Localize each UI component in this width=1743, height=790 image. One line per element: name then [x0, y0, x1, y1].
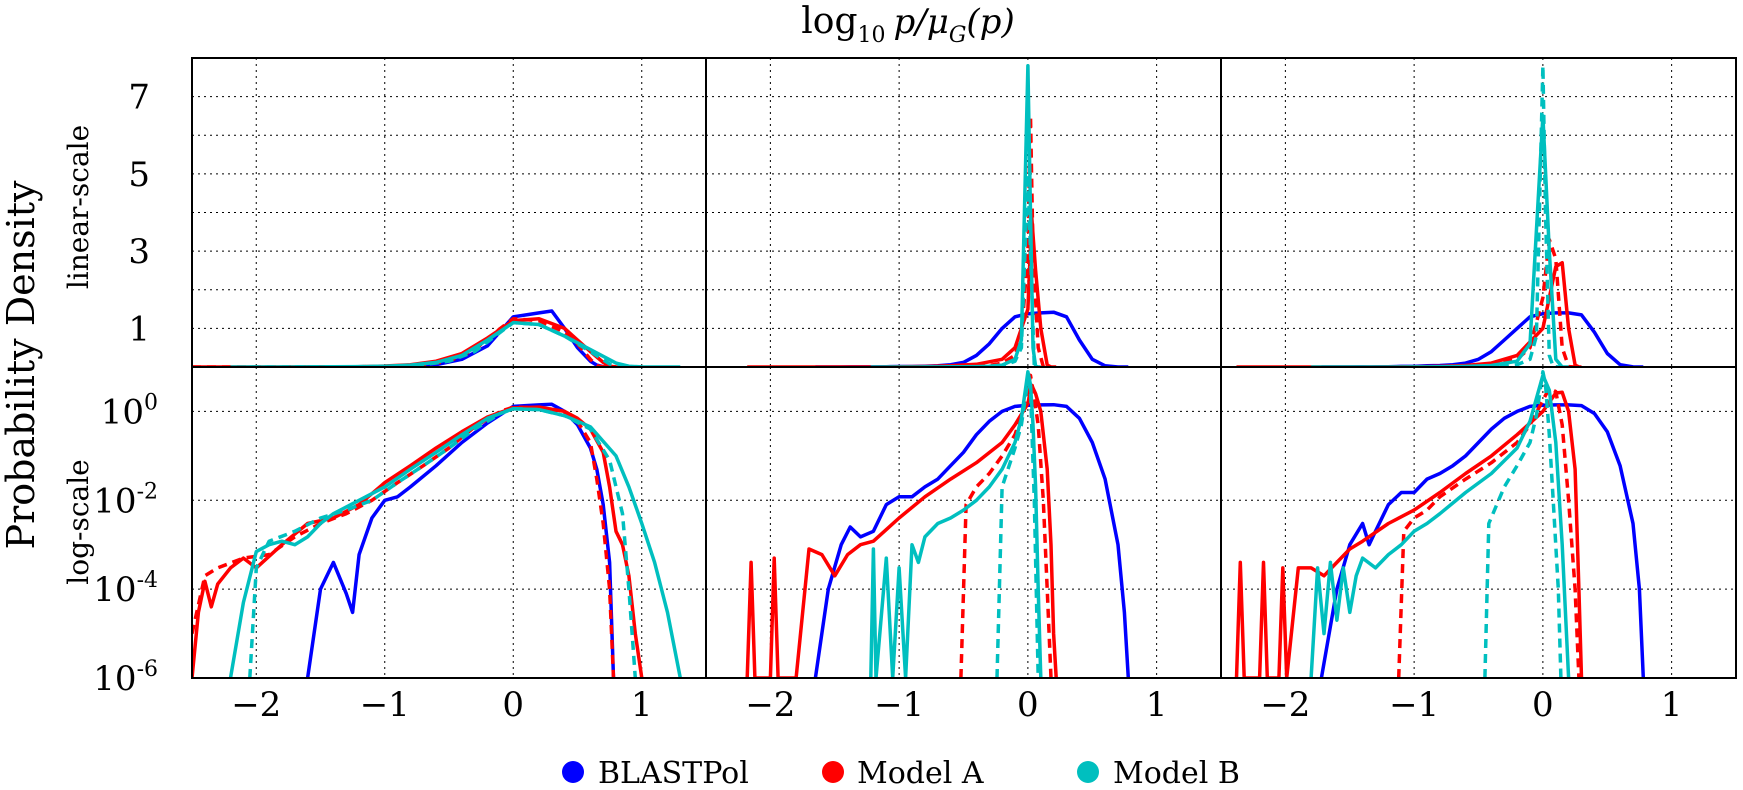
curve-linear-model-a-solid [1236, 260, 1582, 367]
curve-log-model-a-solid [192, 405, 644, 678]
curve-log-model-b-dashed [248, 406, 638, 678]
x-tick-label: −1 [1389, 685, 1439, 725]
y-tick-exponent: 0 [144, 390, 158, 415]
y-tick-base: 10 [93, 570, 136, 610]
x-tick-label: 1 [1661, 685, 1683, 725]
legend-label-model-a: Model A [857, 756, 984, 790]
y-tick-label-linear: 1 [128, 309, 150, 349]
legend: BLASTPol Model A Model B [562, 756, 1240, 790]
curve-linear-model-b-solid [870, 63, 1041, 367]
y-tick-base: 10 [101, 392, 144, 432]
curve-log-blastpol-solid [813, 402, 1131, 678]
x-tick-label: −1 [360, 685, 410, 725]
y-tick-label-linear: 3 [128, 232, 150, 272]
curve-log-model-b-dashed [995, 378, 1040, 678]
y-tick-label-log: 10-2 [93, 479, 158, 521]
curve-log-model-a-solid [745, 383, 1058, 678]
x-tick-label: 1 [1146, 685, 1168, 725]
chart-title: log10 p/μG(p) [801, 1, 1014, 48]
panel-frame-linear [1220, 57, 1737, 368]
y-tick-label-log: 100 [101, 390, 158, 432]
panel-frame-linear [191, 57, 707, 368]
title-ratio: p/μ [894, 2, 949, 42]
curve-linear-model-b-solid [1311, 114, 1569, 367]
legend-label-blastpol: BLASTPol [598, 756, 749, 790]
x-tick-label: 1 [631, 685, 653, 725]
y-tick-label-linear: 5 [128, 155, 150, 195]
title-log: log [801, 1, 857, 42]
curve-log-model-a-solid [1234, 390, 1584, 678]
y-tick-label-log: 10-6 [93, 657, 158, 699]
y-tick-label-linear: 7 [128, 78, 150, 118]
y-tick-exponent: -4 [137, 568, 158, 593]
legend-label-model-b: Model B [1113, 756, 1240, 790]
curve-linear-model-a-dashed [192, 316, 614, 367]
x-tick-label: −2 [231, 685, 281, 725]
x-tick-label: −2 [745, 685, 795, 725]
frame-layer [191, 57, 1737, 679]
x-tick-label: −1 [874, 685, 924, 725]
title-ratio-sub: G [949, 23, 967, 48]
panel-frame-linear [705, 57, 1222, 368]
curve-layer [192, 63, 1646, 678]
y-tick-exponent: -6 [137, 657, 158, 682]
y-tick-exponent: -2 [137, 479, 158, 504]
row-label-linear: linear-scale [62, 125, 95, 289]
curve-linear-blastpol-solid [1321, 311, 1644, 367]
x-tick-label: 0 [1532, 685, 1554, 725]
x-tick-label: 0 [502, 685, 524, 725]
title-log-sub: 10 [858, 23, 886, 48]
legend-marker-blastpol [562, 761, 584, 783]
title-end: (p) [966, 2, 1014, 42]
curve-log-blastpol-solid [1319, 403, 1646, 678]
y-tick-base: 10 [93, 481, 136, 521]
panel-frame-log [1220, 366, 1737, 679]
curve-log-model-b-solid [228, 406, 683, 678]
curve-log-blastpol-solid [305, 402, 616, 678]
x-tick-label: −2 [1260, 685, 1310, 725]
x-tick-label: 0 [1017, 685, 1039, 725]
curve-linear-model-a-solid [747, 214, 1057, 367]
y-tick-label-log: 10-4 [93, 568, 158, 610]
y-axis-label: Probability Density [0, 180, 43, 550]
legend-marker-model-a [822, 761, 844, 783]
curve-log-model-a-dashed [192, 405, 616, 678]
curve-linear-model-a-dashed [960, 114, 1051, 367]
y-tick-base: 10 [93, 659, 136, 699]
curve-log-model-b-solid [869, 370, 1043, 678]
curve-linear-blastpol-solid [815, 310, 1129, 367]
curve-log-model-b-dashed [1483, 370, 1563, 678]
curve-log-model-b-solid [1309, 373, 1571, 678]
row-label-log: log-scale [62, 459, 95, 584]
panel-frame-log [191, 366, 707, 679]
curve-linear-model-b-dashed [996, 172, 1039, 367]
legend-marker-model-b [1077, 761, 1099, 783]
